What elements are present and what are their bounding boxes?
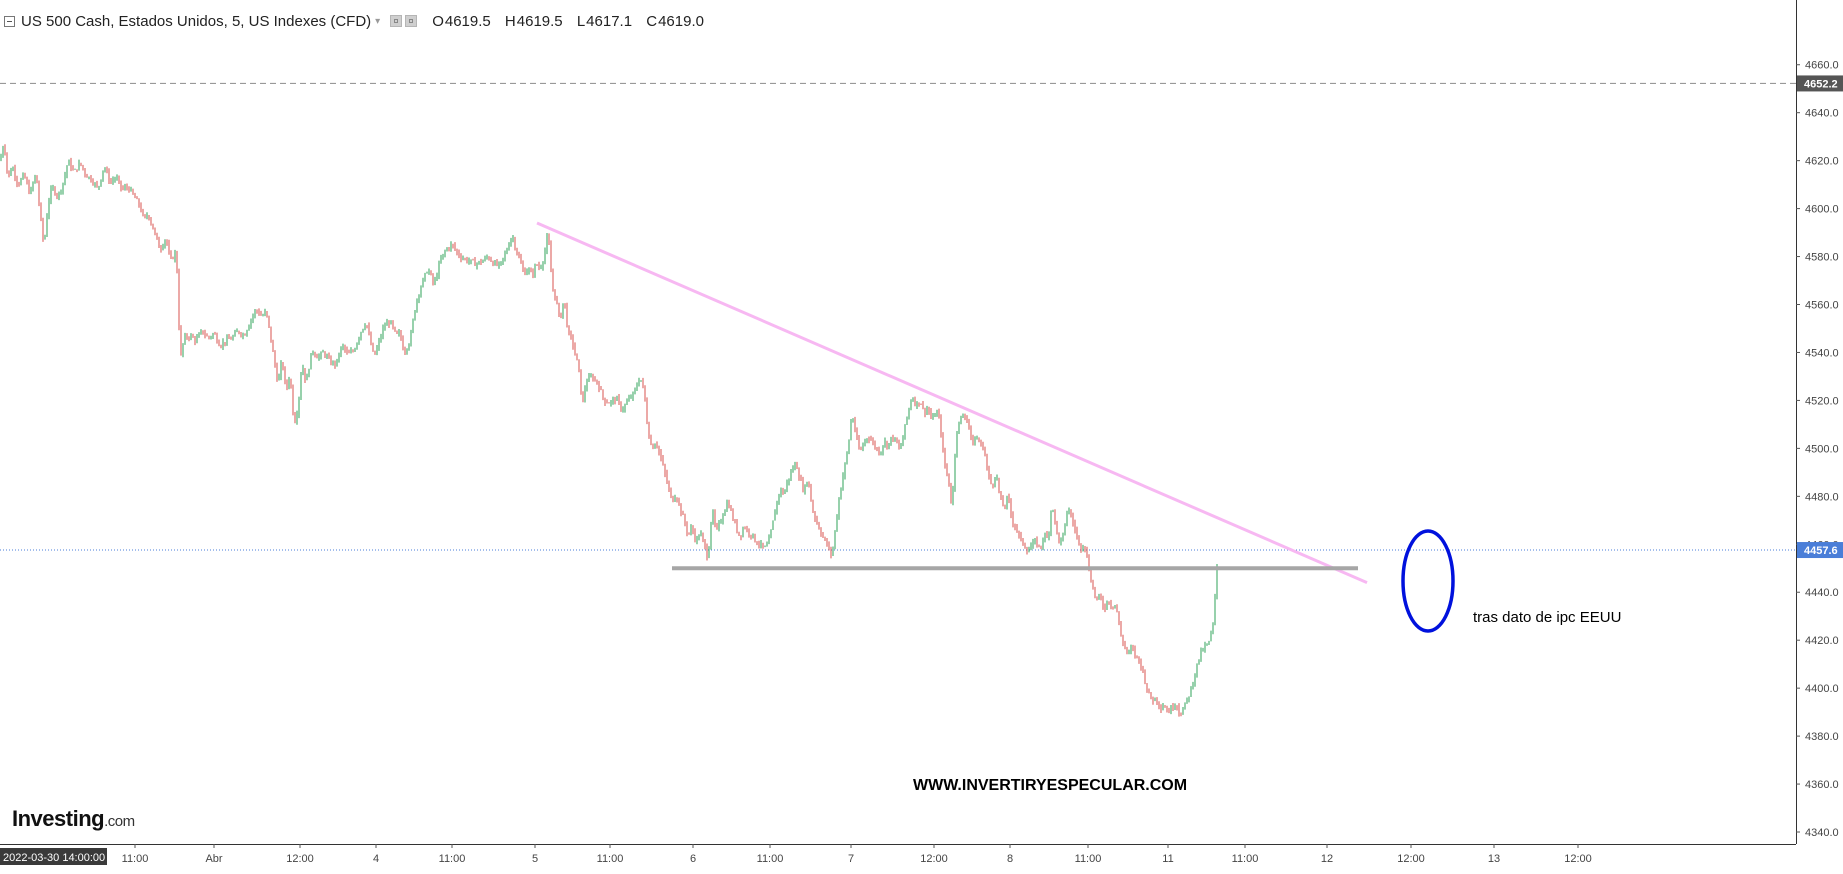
dashed-level-label: 4652.2 <box>1804 78 1838 90</box>
y-tick-label: 4400.0 <box>1805 683 1839 695</box>
x-tick-label: Abr <box>205 853 222 865</box>
x-tick-label: 11:00 <box>1075 853 1102 865</box>
y-tick-label: 4340.0 <box>1805 827 1839 839</box>
settings-icon[interactable] <box>390 15 403 27</box>
x-tick-label: 12:00 <box>920 853 948 865</box>
y-tick-label: 4380.0 <box>1805 731 1839 743</box>
y-tick-label: 4500.0 <box>1805 443 1839 455</box>
hide-icon[interactable] <box>405 15 418 27</box>
y-tick-label: 4480.0 <box>1805 491 1839 503</box>
investing-logo: Investing.com <box>12 806 135 831</box>
annotation-text: tras dato de ipc EEUU <box>1473 609 1621 626</box>
x-tick-label: 12:00 <box>286 853 314 865</box>
y-tick-label: 4560.0 <box>1805 300 1839 312</box>
current-price-label: 4457.6 <box>1804 545 1838 557</box>
x-tick-label: 13 <box>1488 853 1500 865</box>
y-tick-label: 4420.0 <box>1805 635 1839 647</box>
time-cursor-label: 2022-03-30 14:00:00 <box>0 848 107 865</box>
price-axis-bg <box>1796 0 1843 869</box>
highlight-ellipse <box>1401 529 1455 633</box>
collapse-icon[interactable] <box>4 15 15 27</box>
x-tick-label: 11:00 <box>597 853 624 865</box>
chart-header: US 500 Cash, Estados Unidos, 5, US Index… <box>0 10 714 32</box>
instrument-title[interactable]: US 500 Cash, Estados Unidos, 5, US Index… <box>21 12 372 30</box>
y-tick-label: 4520.0 <box>1805 395 1839 407</box>
y-tick-label: 4660.0 <box>1805 60 1839 72</box>
x-tick-label: 6 <box>690 853 696 865</box>
x-tick-label: 4 <box>373 853 379 865</box>
resistance-trendline <box>536 221 1368 585</box>
y-tick-label: 4600.0 <box>1805 204 1839 216</box>
y-tick-label: 4620.0 <box>1805 156 1839 168</box>
x-tick-label: 5 <box>532 853 538 865</box>
dashed-level-tag <box>1797 75 1843 92</box>
dropdown-arrow-icon[interactable]: ▾ <box>375 15 381 27</box>
x-tick-label: 12:00 <box>1397 853 1425 865</box>
x-tick-label: 7 <box>848 853 854 865</box>
x-tick-label: 12 <box>1321 853 1333 865</box>
x-tick-label: 11:00 <box>757 853 784 865</box>
watermark-text: WWW.INVERTIRYESPECULAR.COM <box>913 777 1187 794</box>
y-tick-label: 4640.0 <box>1805 108 1839 120</box>
y-tick-label: 4360.0 <box>1805 779 1839 791</box>
x-tick-label: 12:00 <box>1564 853 1592 865</box>
x-tick-label: 11:00 <box>122 853 149 865</box>
x-tick-label: 11:00 <box>439 853 466 865</box>
x-tick-label: 11 <box>1162 853 1173 865</box>
y-tick-label: 4440.0 <box>1805 587 1839 599</box>
y-tick-label: 4580.0 <box>1805 252 1839 264</box>
x-tick-label: 11:00 <box>1232 853 1259 865</box>
x-tick-label: 8 <box>1007 853 1013 865</box>
y-tick-label: 4540.0 <box>1805 347 1839 359</box>
time-cursor-bg <box>0 848 107 865</box>
x-tick-label: 2022-03-30 14:00:00 <box>3 852 105 864</box>
ohlc-readout: O4619.5 H4619.5 L4617.1 C4619.0 <box>432 12 704 30</box>
current-price-tag <box>1797 542 1843 559</box>
candles <box>0 144 1218 717</box>
